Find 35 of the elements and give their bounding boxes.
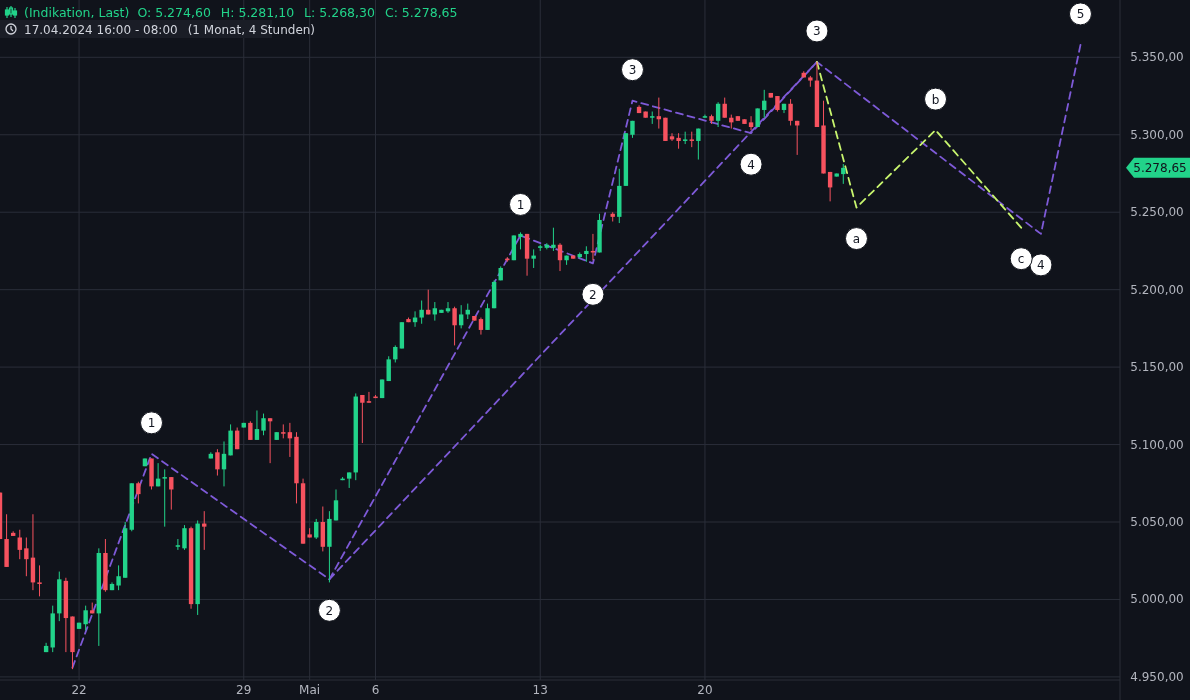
y-tick-label: 4.950,00 <box>1130 669 1184 684</box>
annotation: (1 Monat, 4 Stunden) <box>187 23 316 37</box>
annotation: 2 <box>589 287 597 302</box>
annotation: 1 <box>147 416 156 431</box>
annotation: 4 <box>1037 258 1045 273</box>
annotation: c <box>1017 252 1025 267</box>
annotation: b <box>931 92 940 107</box>
x-tick-label: 13 <box>532 683 548 697</box>
annotation: 17.04.2024 16:00 - 08:00 <box>24 23 178 37</box>
y-tick-label: 5.300,00 <box>1130 127 1184 142</box>
chart-title: (Indikation, Last) <box>24 5 130 20</box>
x-tick-label: 20 <box>697 683 713 697</box>
y-tick-label: 5.200,00 <box>1130 282 1184 297</box>
annotation: 5 <box>1076 7 1085 22</box>
x-tick-label: Mai <box>299 683 321 697</box>
annotation: 3 <box>813 24 821 39</box>
y-tick-label: 5.050,00 <box>1130 515 1184 529</box>
y-tick-label: 5.150,00 <box>1130 360 1184 375</box>
y-tick-label: 5.350,00 <box>1130 50 1184 65</box>
y-tick-label: 5.000,00 <box>1130 592 1184 607</box>
annotation: C: 5.278,65 <box>384 5 458 20</box>
annotation: 1 <box>516 197 525 212</box>
annotation: 2 <box>325 603 334 618</box>
x-tick-label: 29 <box>236 683 252 697</box>
annotation: 3 <box>628 63 637 78</box>
annotation: H: 5.281,10 <box>220 5 295 20</box>
annotation: L: 5.268,30 <box>304 5 375 20</box>
x-tick-label: 6 <box>371 683 380 697</box>
annotation: O: 5.274,60 <box>137 5 211 20</box>
y-tick-label: 5.250,00 <box>1130 205 1184 220</box>
x-tick-label: 22 <box>71 683 87 697</box>
y-tick-label: 5.100,00 <box>1130 437 1184 452</box>
annotation: 4 <box>747 157 755 172</box>
text: 5.278,65 <box>1133 160 1187 175</box>
annotation: a <box>852 232 861 247</box>
